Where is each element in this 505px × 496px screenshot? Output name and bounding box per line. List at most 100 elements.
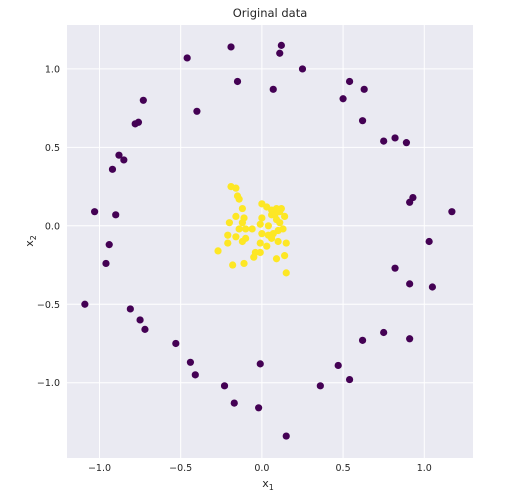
outer-ring-point — [345, 375, 354, 384]
inner-cluster-point — [264, 222, 272, 230]
inner-cluster-point — [224, 231, 232, 239]
outer-ring-point — [115, 151, 123, 159]
outer-ring-point — [380, 137, 388, 145]
inner-cluster-point — [238, 204, 246, 213]
inner-cluster-point — [281, 252, 289, 260]
inner-cluster-point — [272, 255, 281, 263]
outer-ring-point — [406, 280, 414, 288]
inner-cluster-point — [232, 212, 240, 220]
outer-ring-point — [112, 211, 120, 219]
outer-ring-point — [391, 134, 399, 142]
outer-ring-point — [131, 120, 139, 128]
outer-ring-point — [220, 382, 229, 390]
outer-ring-point — [233, 77, 242, 86]
outer-ring-point — [81, 300, 89, 308]
inner-cluster-point — [256, 239, 264, 247]
inner-cluster-point — [238, 219, 246, 227]
y-tick-label: −1.0 — [37, 378, 60, 389]
y-tick-label: 0.0 — [45, 221, 60, 232]
outer-ring-point — [402, 139, 411, 147]
y-tick-label: 0.5 — [45, 143, 60, 154]
x-tick-label: 0.5 — [336, 463, 351, 474]
inner-cluster-point — [225, 219, 233, 227]
x-axis-label-subscript: 1 — [269, 483, 274, 492]
outer-ring-point — [136, 316, 144, 324]
chart-title: Original data — [233, 6, 308, 20]
inner-cluster-point — [276, 219, 284, 227]
inner-cluster-point — [263, 242, 271, 250]
outer-ring-point — [191, 371, 199, 379]
x-axis-label-main: x — [262, 477, 269, 490]
data-points — [81, 41, 456, 440]
inner-cluster-point — [233, 192, 242, 200]
inner-cluster-point — [281, 212, 289, 220]
inner-cluster-point — [238, 237, 246, 246]
tick-labels: −1.0 −0.5 0.0 0.5 1.0 −1.0 −0.5 0.0 0.5 1.0 — [37, 64, 432, 474]
inner-cluster-point — [282, 239, 290, 247]
inner-cluster-point — [268, 234, 276, 242]
outer-ring-point — [339, 95, 347, 103]
outer-ring-point — [255, 404, 263, 412]
inner-cluster-point — [214, 247, 222, 255]
inner-cluster-point — [229, 261, 237, 269]
outer-ring-point — [193, 107, 201, 115]
outer-ring-point — [358, 336, 367, 344]
outer-ring-point — [102, 259, 110, 268]
outer-ring-point — [186, 358, 195, 366]
outer-ring-point — [448, 208, 456, 216]
outer-ring-point — [141, 325, 149, 333]
outer-ring-point — [358, 117, 367, 125]
outer-ring-point — [282, 432, 290, 440]
outer-ring-point — [380, 328, 388, 337]
inner-cluster-point — [256, 220, 264, 228]
inner-cluster-point — [250, 253, 258, 261]
inner-cluster-point — [268, 211, 276, 219]
inner-cluster-point — [242, 225, 250, 233]
outer-ring-point — [172, 339, 180, 348]
inner-cluster-point — [248, 225, 256, 233]
inner-cluster-point — [282, 269, 290, 277]
outer-ring-point — [406, 335, 414, 343]
outer-ring-point — [428, 283, 436, 291]
outer-ring-point — [227, 43, 235, 51]
inner-cluster-point — [235, 225, 243, 233]
outer-ring-point — [91, 208, 99, 216]
outer-ring-point — [139, 96, 147, 104]
x-tick-label: 1.0 — [417, 463, 432, 474]
y-tick-label: 1.0 — [45, 64, 60, 75]
outer-ring-point — [277, 41, 285, 49]
outer-ring-point — [425, 237, 433, 246]
inner-cluster-point — [232, 233, 240, 241]
y-tick-label: −0.5 — [37, 300, 60, 311]
outer-ring-point — [334, 361, 342, 370]
y-axis-label-group: x2 — [23, 235, 38, 247]
outer-ring-point — [256, 360, 264, 368]
outer-ring-point — [230, 399, 238, 407]
outer-ring-point — [120, 156, 128, 164]
inner-cluster-point — [258, 214, 266, 222]
inner-cluster-point — [240, 259, 248, 268]
outer-ring-point — [108, 165, 117, 173]
x-axis-label: x1 — [262, 477, 274, 492]
inner-cluster-point — [274, 237, 282, 246]
inner-cluster-point — [258, 230, 266, 238]
y-axis-label: x2 — [23, 235, 38, 247]
x-tick-label: −1.0 — [88, 463, 111, 474]
outer-ring-point — [105, 241, 113, 249]
outer-ring-point — [269, 85, 277, 93]
outer-ring-point — [298, 65, 307, 73]
outer-ring-point — [360, 85, 368, 93]
y-axis-label-main: x — [23, 240, 36, 247]
outer-ring-point — [183, 54, 191, 62]
inner-cluster-point — [224, 239, 232, 247]
inner-cluster-point — [232, 184, 240, 192]
outer-ring-point — [316, 382, 324, 390]
y-axis-label-subscript: 2 — [29, 235, 38, 240]
outer-ring-point — [276, 49, 284, 57]
outer-ring-point — [345, 77, 354, 86]
outer-ring-point — [126, 305, 134, 313]
outer-ring-point — [406, 198, 414, 206]
outer-ring-point — [391, 264, 399, 272]
